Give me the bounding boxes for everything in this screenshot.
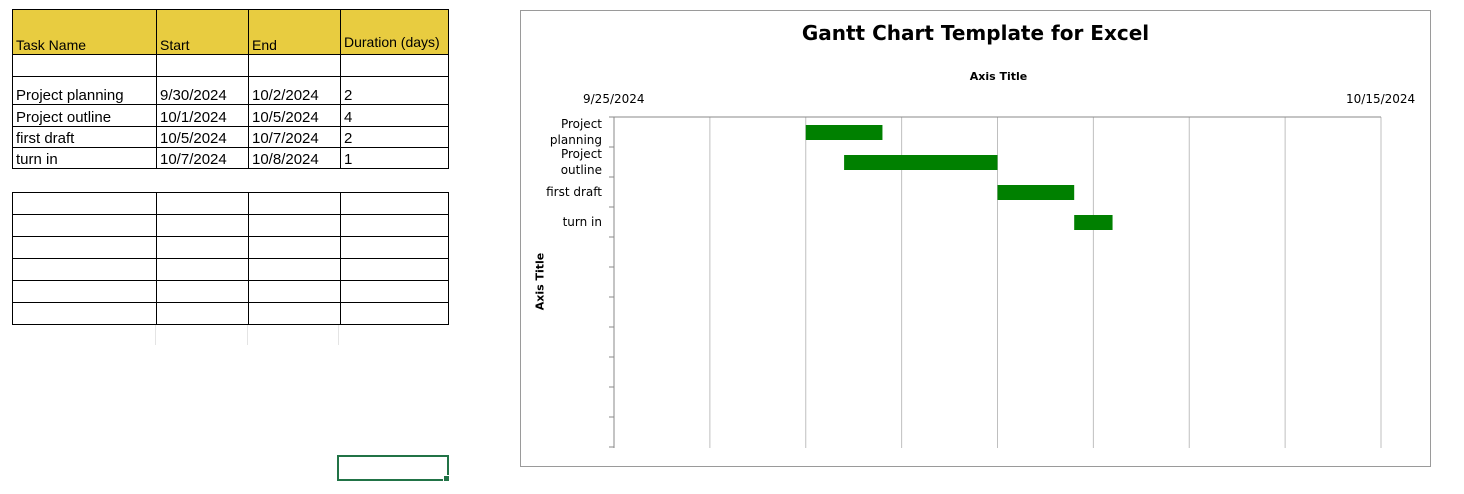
table-row bbox=[12, 302, 449, 325]
table-row: first draft 10/5/2024 10/7/2024 2 bbox=[12, 126, 449, 148]
gantt-bar bbox=[805, 125, 883, 140]
header-task-name[interactable]: Task Name bbox=[12, 9, 157, 55]
gantt-bar bbox=[844, 155, 998, 170]
chart-title[interactable]: Gantt Chart Template for Excel bbox=[801, 21, 1150, 45]
chart-plot-area: 9/25/2024 10/15/2024ProjectplanningProjec… bbox=[546, 92, 1415, 448]
table-cell[interactable]: 2 bbox=[340, 76, 449, 105]
table-cell[interactable]: 2 bbox=[340, 126, 449, 148]
empty-grid bbox=[12, 192, 449, 325]
gridline bbox=[155, 325, 156, 345]
table-cell[interactable]: 10/2/2024 bbox=[248, 76, 341, 105]
table-cell[interactable]: 10/7/2024 bbox=[156, 147, 249, 169]
gridline bbox=[247, 325, 248, 345]
table-cell[interactable] bbox=[12, 236, 157, 259]
table-cell[interactable]: 10/7/2024 bbox=[248, 126, 341, 148]
table-cell[interactable] bbox=[156, 54, 249, 77]
table-row: turn in 10/7/2024 10/8/2024 1 bbox=[12, 147, 449, 169]
table-cell[interactable]: 4 bbox=[340, 104, 449, 127]
y-tick-label: planning bbox=[550, 133, 602, 147]
table-row: Project planning 9/30/2024 10/2/2024 2 bbox=[12, 76, 449, 105]
table-cell[interactable] bbox=[340, 54, 449, 77]
table-cell[interactable]: 10/8/2024 bbox=[248, 147, 341, 169]
x-tick-label: 10/15/2024 bbox=[1346, 92, 1415, 106]
table-row bbox=[12, 280, 449, 303]
table-cell[interactable] bbox=[12, 214, 157, 237]
table-cell[interactable] bbox=[248, 280, 341, 303]
gantt-chart[interactable]: Gantt Chart Template for Excel Axis Titl… bbox=[520, 10, 1431, 467]
header-start[interactable]: Start bbox=[156, 9, 249, 55]
table-cell[interactable] bbox=[248, 192, 341, 215]
table-cell[interactable] bbox=[12, 258, 157, 281]
table-header-row: Task Name Start End Duration (days) bbox=[12, 9, 449, 55]
table-cell[interactable] bbox=[248, 258, 341, 281]
table-cell[interactable]: Project outline bbox=[12, 104, 157, 127]
table-cell[interactable] bbox=[156, 236, 249, 259]
y-tick-label: first draft bbox=[546, 185, 602, 199]
table-cell[interactable] bbox=[340, 236, 449, 259]
table-cell[interactable] bbox=[248, 236, 341, 259]
table-cell[interactable] bbox=[340, 214, 449, 237]
table-cell[interactable] bbox=[12, 54, 157, 77]
table-cell[interactable]: turn in bbox=[12, 147, 157, 169]
fill-handle[interactable] bbox=[443, 475, 450, 482]
table-cell[interactable]: first draft bbox=[12, 126, 157, 148]
table-cell[interactable] bbox=[12, 302, 157, 325]
y-tick-label: turn in bbox=[563, 215, 602, 229]
table-cell[interactable] bbox=[156, 302, 249, 325]
table-cell[interactable]: 10/5/2024 bbox=[248, 104, 341, 127]
y-tick-label: Project bbox=[561, 117, 602, 131]
header-end[interactable]: End bbox=[248, 9, 341, 55]
header-duration[interactable]: Duration (days) bbox=[340, 9, 449, 55]
table-row bbox=[12, 236, 449, 259]
table-cell[interactable] bbox=[248, 54, 341, 77]
table-cell[interactable] bbox=[156, 280, 249, 303]
table-row: Project outline 10/1/2024 10/5/2024 4 bbox=[12, 104, 449, 127]
table-cell[interactable] bbox=[340, 302, 449, 325]
table-cell[interactable] bbox=[156, 258, 249, 281]
y-tick-label: outline bbox=[561, 163, 602, 177]
table-cell[interactable] bbox=[340, 280, 449, 303]
table-cell[interactable] bbox=[156, 214, 249, 237]
table-cell[interactable] bbox=[248, 302, 341, 325]
table-cell[interactable] bbox=[12, 192, 157, 215]
table-cell[interactable]: 1 bbox=[340, 147, 449, 169]
gridline bbox=[338, 325, 339, 345]
selected-cell[interactable] bbox=[337, 455, 449, 481]
table-cell[interactable]: 10/1/2024 bbox=[156, 104, 249, 127]
table-cell[interactable] bbox=[340, 258, 449, 281]
table-cell[interactable] bbox=[248, 214, 341, 237]
table-cell[interactable] bbox=[340, 192, 449, 215]
gantt-bar bbox=[1074, 215, 1113, 230]
table-cell[interactable] bbox=[156, 192, 249, 215]
table-cell[interactable]: Project planning bbox=[12, 76, 157, 105]
table-cell[interactable]: 9/30/2024 bbox=[156, 76, 249, 105]
table-cell[interactable]: 10/5/2024 bbox=[156, 126, 249, 148]
table-row-empty bbox=[12, 54, 449, 77]
table-row bbox=[12, 214, 449, 237]
x-axis-title[interactable]: Axis Title bbox=[969, 70, 1028, 83]
task-table: Task Name Start End Duration (days) Proj… bbox=[12, 9, 449, 169]
table-row bbox=[12, 192, 449, 215]
table-row bbox=[12, 258, 449, 281]
x-tick-label: 9/25/2024 bbox=[583, 92, 645, 106]
y-tick-label: Project bbox=[561, 147, 602, 161]
gantt-bar bbox=[997, 185, 1075, 200]
table-cell[interactable] bbox=[12, 280, 157, 303]
